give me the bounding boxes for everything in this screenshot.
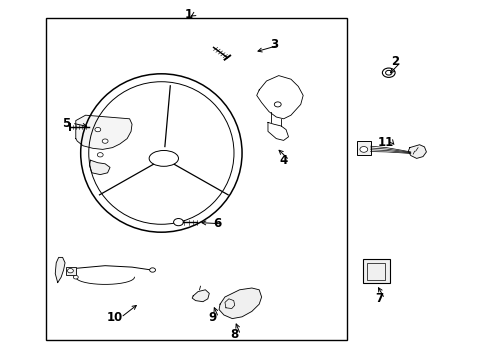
Circle shape [382, 68, 394, 77]
Polygon shape [219, 288, 261, 319]
Text: 4: 4 [279, 154, 287, 167]
Text: 1: 1 [184, 8, 192, 21]
Polygon shape [76, 115, 132, 149]
Bar [362, 259, 389, 283]
Circle shape [149, 268, 155, 272]
Circle shape [173, 219, 183, 226]
Circle shape [95, 127, 101, 132]
Circle shape [102, 139, 108, 143]
Text: 5: 5 [62, 117, 70, 130]
Polygon shape [55, 257, 65, 283]
Polygon shape [89, 160, 110, 175]
Text: 7: 7 [374, 292, 382, 305]
Text: 11: 11 [377, 136, 394, 149]
Bar [66, 267, 76, 275]
Text: 9: 9 [208, 311, 216, 324]
Bar [46, 18, 346, 340]
Polygon shape [192, 290, 209, 302]
Text: 2: 2 [390, 55, 398, 68]
Text: 8: 8 [230, 328, 238, 341]
Circle shape [97, 153, 103, 157]
Circle shape [67, 269, 73, 273]
Circle shape [359, 147, 367, 152]
Bar [356, 141, 370, 155]
Polygon shape [407, 145, 426, 158]
Circle shape [274, 102, 281, 107]
Text: 10: 10 [106, 311, 123, 324]
Circle shape [385, 71, 391, 75]
Text: 6: 6 [213, 217, 221, 230]
Circle shape [73, 275, 78, 279]
Text: 3: 3 [269, 39, 277, 51]
Bar [366, 263, 385, 280]
